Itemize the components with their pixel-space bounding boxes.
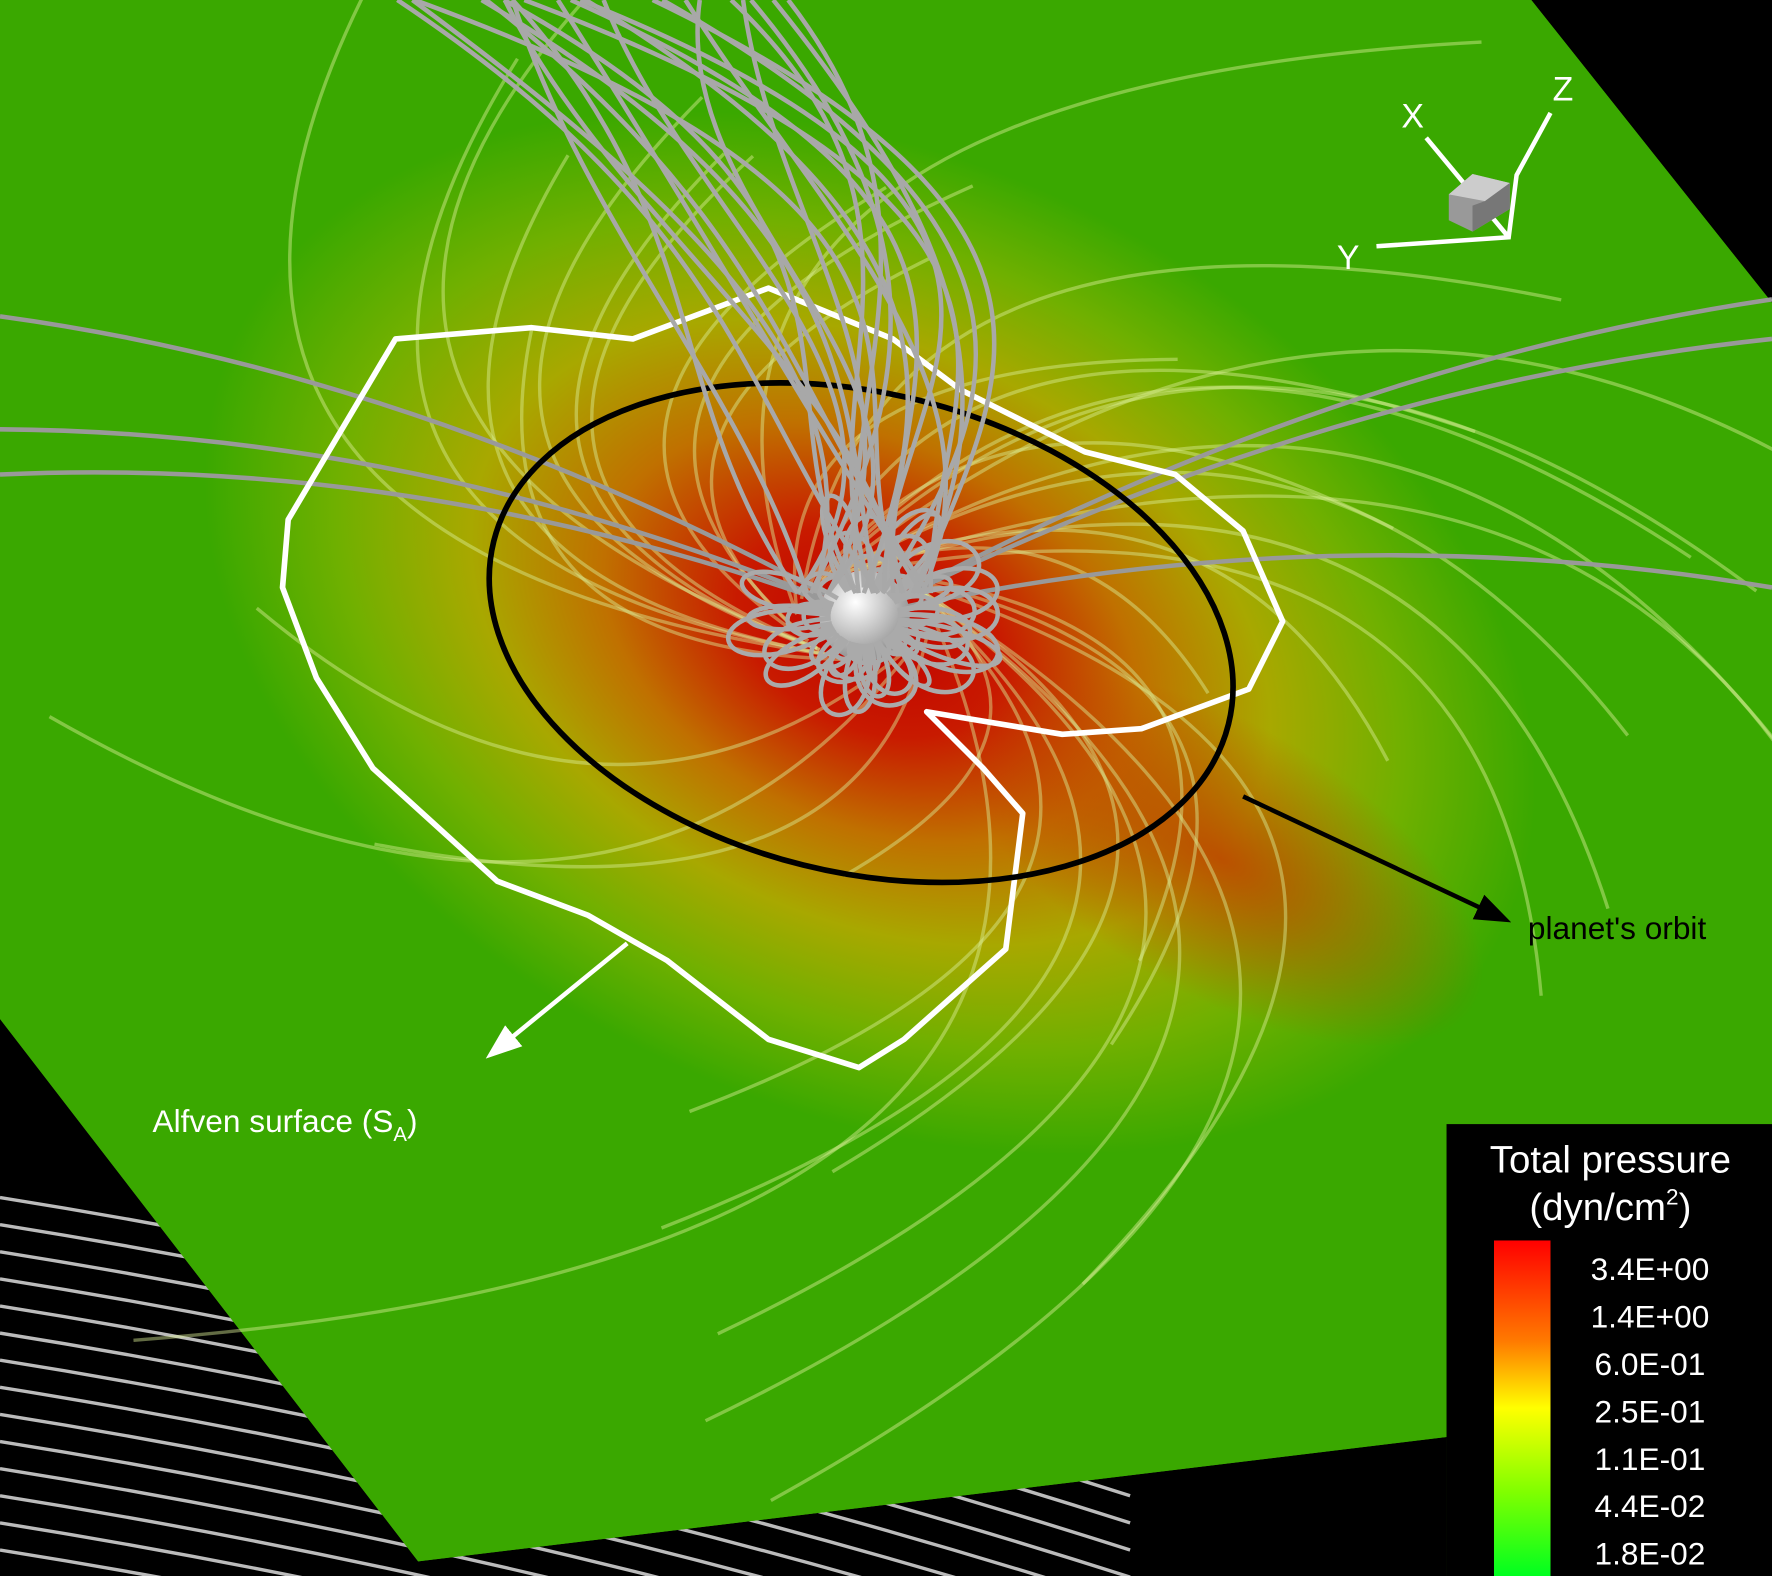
spiral-line (908, 579, 1288, 1286)
spiral-line (688, 597, 1043, 1114)
unit-text: (dyn/cm (1529, 1186, 1666, 1229)
spiral-line (717, 593, 1148, 1336)
planet-orbit (486, 380, 1236, 886)
open-field-line (484, 0, 931, 595)
spiral-line (770, 590, 1243, 1502)
open-field-line (480, 0, 877, 594)
alfven-sub: A (393, 1124, 407, 1146)
colorbar-unit: (dyn/cm2) (1529, 1184, 1691, 1229)
spiral-line (537, 95, 821, 652)
spiral-line (855, 522, 1610, 910)
colorbar-label: 1.1E-01 (1595, 1441, 1706, 1477)
open-field-line (510, 0, 800, 595)
colorbar-label: 3.4E+00 (1591, 1251, 1710, 1287)
alfven-arrow (485, 941, 629, 1059)
alfven-surface (279, 285, 1286, 1071)
closed-field-line (853, 634, 919, 708)
open-field-line (729, 0, 876, 594)
spiral-line (836, 443, 1772, 740)
closed-field-line (882, 627, 920, 657)
spiral-line (828, 348, 1772, 579)
spiral-line (374, 631, 930, 869)
unit-sup: 2 (1666, 1184, 1679, 1209)
open-field-line (523, 0, 961, 594)
spiral-line (899, 575, 1199, 1046)
spiral-line (133, 615, 993, 1343)
closed-field-line (808, 627, 859, 670)
closed-field-line (890, 617, 1003, 669)
colorbar-title: Total pressure (1490, 1139, 1731, 1182)
spiral-line (818, 385, 1692, 584)
orbit-label: planet's orbit (1528, 910, 1707, 946)
spiral-line (704, 593, 1182, 1423)
open-field-line (411, 0, 830, 594)
colorbar-label: 4.4E-02 (1595, 1488, 1706, 1524)
closed-field-line (890, 590, 924, 614)
spiral-line (48, 646, 915, 864)
spiral-line (415, 57, 832, 657)
spiral-line (662, 185, 887, 643)
spiral-line (660, 597, 1083, 1230)
colorbar-label: 1.8E-02 (1595, 1536, 1706, 1572)
spiral-line (866, 549, 1543, 996)
underside-line (0, 1494, 431, 1576)
spiral-line (486, 154, 832, 657)
open-field-line (569, 0, 920, 594)
underside-line (0, 1439, 660, 1576)
closed-field-line (801, 599, 835, 633)
closed-field-line (828, 636, 882, 682)
open-field-line (0, 314, 866, 618)
underside-line (0, 1521, 303, 1576)
z-axis-label: Z (1553, 71, 1574, 109)
spiral-line (812, 441, 1394, 588)
alfven-close: ) (407, 1103, 418, 1139)
open-field-line (502, 0, 858, 595)
colorbar-label: 2.5E-01 (1595, 1393, 1706, 1429)
closed-field-line (762, 616, 847, 671)
alfven-label: Alfven surface (SA) (153, 1103, 418, 1146)
closed-field-line (876, 620, 976, 695)
field-lines (0, 0, 1772, 1502)
unit-close: ) (1679, 1186, 1692, 1229)
open-field-line (863, 336, 1772, 618)
open-field-line (740, 0, 868, 595)
axis-triad: X Y Z (1337, 71, 1573, 277)
spiral-line (709, 255, 934, 639)
underside-line (0, 1467, 549, 1576)
colorbar-label: 6.0E-01 (1595, 1346, 1706, 1382)
open-field-line (749, 0, 893, 595)
y-axis-label: Y (1337, 239, 1360, 277)
colorbar: Total pressure (dyn/cm2) 3.4E+00 1.4E+00 6… (1446, 1124, 1772, 1576)
open-field-line (0, 427, 866, 618)
closed-field-line (861, 635, 914, 696)
spiral-line (836, 470, 1630, 737)
spiral-line (288, 0, 833, 658)
open-field-line (0, 470, 866, 618)
open-field-line (510, 0, 810, 594)
closed-field-line (877, 538, 982, 614)
x-axis-label: X (1401, 98, 1424, 136)
spiral-line (574, 152, 821, 652)
spiral-line (441, 0, 818, 650)
closed-field-line (893, 594, 940, 628)
closed-field-line (891, 605, 973, 650)
spiral-line (831, 589, 1120, 1174)
spiral-line (799, 263, 1562, 600)
open-field-line (661, 0, 979, 595)
open-field-line (555, 0, 925, 595)
closed-field-line (739, 569, 839, 617)
closed-field-line (726, 607, 838, 658)
open-field-line (413, 0, 906, 595)
colorbar-label: 1.4E+00 (1591, 1298, 1710, 1334)
orbit-arrow (1242, 794, 1512, 923)
field-lines-front (396, 0, 1003, 718)
closed-field-line (857, 640, 892, 699)
spiral-line (519, 327, 849, 662)
alfven-text: Alfven surface (S (153, 1103, 394, 1139)
open-field-line (863, 297, 1772, 618)
